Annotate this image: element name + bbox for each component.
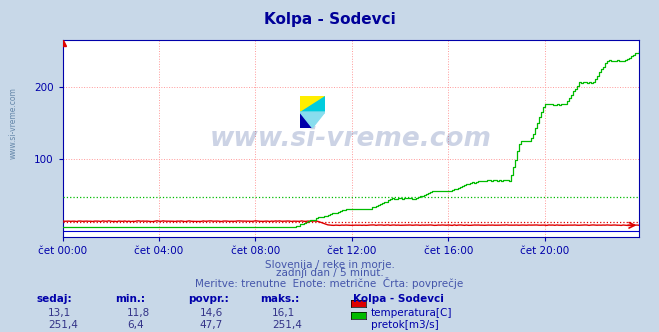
Text: povpr.:: povpr.: (188, 294, 229, 304)
Text: 14,6: 14,6 (200, 308, 223, 318)
Text: Meritve: trenutne  Enote: metrične  Črta: povprečje: Meritve: trenutne Enote: metrične Črta: … (195, 277, 464, 289)
Text: min.:: min.: (115, 294, 146, 304)
Text: maks.:: maks.: (260, 294, 300, 304)
Text: 13,1: 13,1 (48, 308, 71, 318)
Text: Kolpa - Sodevci: Kolpa - Sodevci (353, 294, 444, 304)
Text: 47,7: 47,7 (200, 320, 223, 330)
Text: 11,8: 11,8 (127, 308, 150, 318)
Polygon shape (300, 96, 325, 112)
Text: pretok[m3/s]: pretok[m3/s] (371, 320, 439, 330)
Text: sedaj:: sedaj: (36, 294, 72, 304)
Text: www.si-vreme.com: www.si-vreme.com (210, 125, 492, 152)
Text: zadnji dan / 5 minut.: zadnji dan / 5 minut. (275, 268, 384, 278)
Polygon shape (300, 96, 325, 112)
Text: 251,4: 251,4 (272, 320, 302, 330)
Polygon shape (300, 112, 325, 128)
Text: 16,1: 16,1 (272, 308, 295, 318)
Text: 6,4: 6,4 (127, 320, 144, 330)
Text: temperatura[C]: temperatura[C] (371, 308, 453, 318)
Text: 251,4: 251,4 (48, 320, 78, 330)
Text: Slovenija / reke in morje.: Slovenija / reke in morje. (264, 260, 395, 270)
Text: Kolpa - Sodevci: Kolpa - Sodevci (264, 12, 395, 27)
Polygon shape (300, 112, 312, 128)
Text: www.si-vreme.com: www.si-vreme.com (9, 87, 18, 159)
